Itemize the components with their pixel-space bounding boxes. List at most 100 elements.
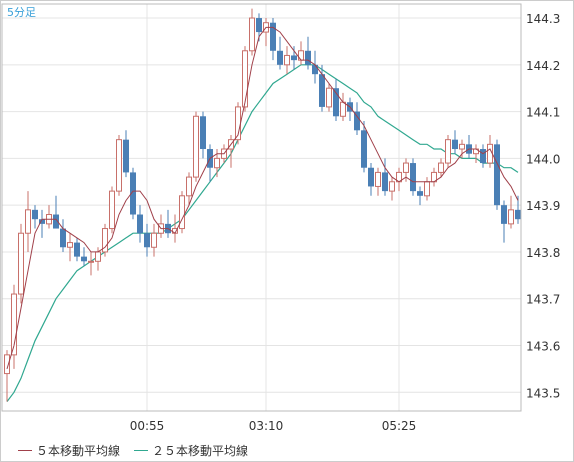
candle-body [88,260,94,263]
candle-body [39,219,45,224]
candle [459,139,465,159]
candle-body [340,101,346,117]
candle [18,223,24,304]
candle-body [354,111,360,131]
candle-body [4,354,10,375]
candle [284,46,290,75]
candle [123,130,129,178]
candle [466,134,472,159]
candle [410,158,416,196]
y-tick-label: 143.9 [526,199,560,213]
x-tick-label: 03:10 [249,419,284,433]
candle-body [501,205,507,224]
candle-body [256,18,262,33]
candle [186,172,192,206]
candle [74,237,80,262]
x-tick-label: 05:25 [382,419,417,433]
candle-body [242,50,248,108]
candle-body [382,172,388,192]
candle [165,209,171,238]
candle-body [81,256,87,262]
candle [452,130,458,154]
candle-body [410,163,416,192]
y-tick-label: 144.3 [526,12,560,26]
legend-label-ma25: ２５本移動平均線 [152,443,249,458]
candle-body [60,228,66,248]
candle-body [25,209,31,234]
candle-body [74,242,80,257]
legend: ５本移動平均線 ２５本移動平均線 [18,442,262,458]
candle-body [480,149,486,164]
candle [340,92,346,121]
candle-body [95,251,101,262]
y-tick-label: 144.1 [526,106,560,120]
legend-label-ma5: ５本移動平均線 [36,443,121,458]
candle [11,284,17,369]
candle [144,223,150,257]
candle-body [417,191,423,196]
candle [4,350,10,402]
candle [88,251,94,276]
candle-body [375,171,381,187]
candle-body [312,64,318,75]
candle [487,134,493,168]
candle [109,186,115,234]
candle [60,219,66,252]
y-tick-label: 143.7 [526,293,560,307]
candle [445,134,451,168]
candle [39,209,45,238]
candle-body [123,139,129,173]
candle [172,214,178,243]
candle [333,78,339,121]
candle-body [270,22,276,51]
candle [298,41,304,65]
candle [382,158,388,196]
candle-body [151,232,157,248]
candle-body [53,214,59,229]
candle [480,144,486,168]
candle [319,64,325,112]
candle [277,36,283,70]
candle [368,163,374,196]
candle [494,139,500,210]
candle [116,134,122,196]
ma25-line [6,64,519,402]
legend-swatch-ma5 [18,449,32,451]
candle [179,191,185,234]
legend-swatch-ma25 [134,449,149,451]
candle [326,83,332,112]
grid-lines [2,4,521,411]
candle [130,167,136,220]
candle-body [291,55,297,61]
candle-body [116,139,122,192]
candle [396,167,402,192]
candle-body [452,139,458,150]
candle [53,195,59,229]
candle-body [109,190,115,230]
candle-body [508,209,514,225]
candle [102,223,108,257]
candle [270,18,276,61]
y-tick-label: 143.6 [526,340,560,354]
candle [403,158,409,182]
candle [389,177,395,201]
candle-body [487,143,493,164]
candle [151,223,157,257]
candle-body [424,181,430,197]
candle-body [32,209,38,220]
candle-body [298,50,304,61]
candle-body [67,242,73,248]
candle [249,8,255,56]
candle-body [249,17,255,52]
y-tick-label: 144.2 [526,59,560,73]
candle-body [305,50,311,65]
candle [46,205,52,229]
candle [263,18,269,47]
candle-body [214,157,220,169]
ma5-series [6,26,519,370]
timeframe-label: 5分足 [7,6,36,19]
candle-body [130,172,136,215]
candle-body [319,74,325,107]
ma25-series [6,64,519,402]
y-tick-label: 143.5 [526,386,560,400]
